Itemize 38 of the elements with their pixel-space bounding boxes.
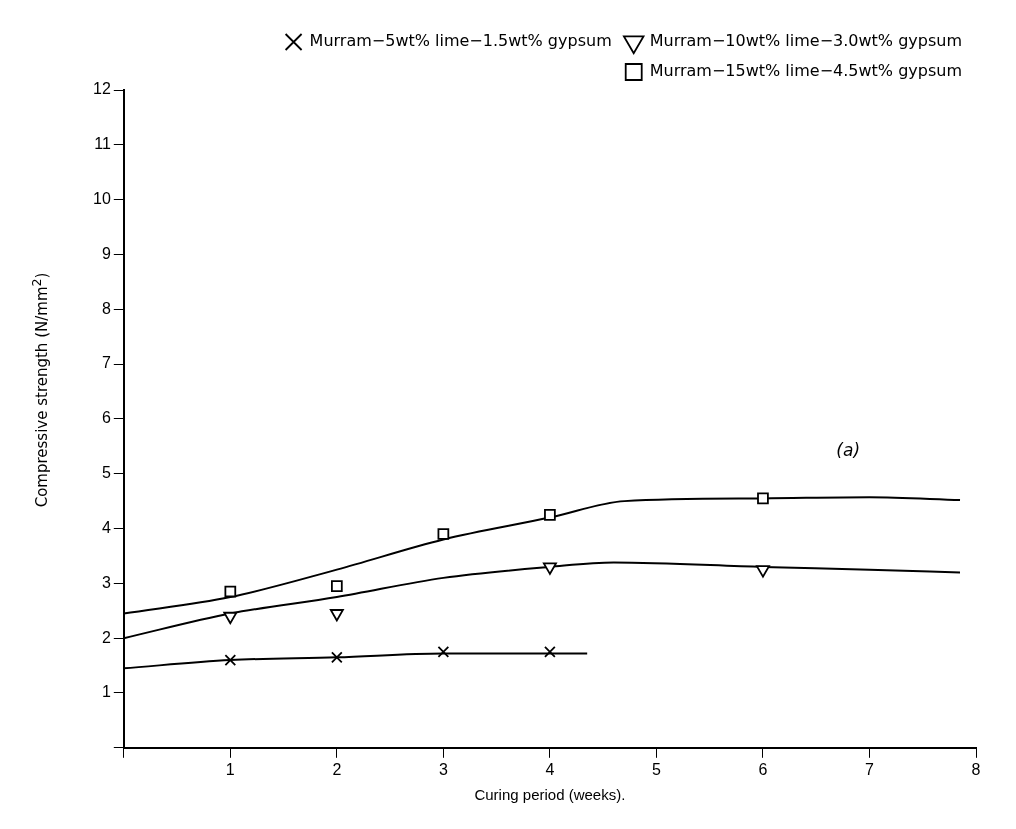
y-tick-label: 8 — [101, 299, 111, 317]
x-tick-label: 7 — [865, 760, 875, 778]
point — [223, 611, 238, 625]
x-tick-label: 6 — [758, 760, 768, 778]
point — [544, 508, 556, 521]
y-tick-label: 3 — [101, 573, 111, 591]
point — [224, 585, 237, 598]
point — [329, 609, 344, 622]
y-tick-label: 10 — [93, 190, 111, 208]
legend-label: Murram−15wt% lime−4.5wt% gypsum — [649, 61, 963, 81]
x-tick-label: 2 — [332, 760, 342, 778]
y-tick-label: 5 — [101, 464, 111, 482]
point — [755, 565, 770, 578]
x-tick-label: 8 — [971, 760, 981, 778]
point — [224, 654, 237, 666]
y-tick-label: 11 — [94, 135, 111, 153]
y-tick-label: 1 — [101, 683, 111, 701]
x-tick-label: 3 — [438, 760, 448, 778]
y-tick-label: 2 — [101, 628, 111, 646]
point — [544, 646, 556, 658]
point — [331, 580, 343, 592]
legend-label: Murram−5wt% lime−1.5wt% gypsum — [309, 31, 612, 51]
y-tick-label: 6 — [101, 409, 111, 427]
y-tick-label: 4 — [101, 518, 111, 536]
point — [542, 562, 557, 575]
point — [331, 651, 343, 664]
y-tick-label: 9 — [101, 244, 111, 262]
y-tick-label: 7 — [101, 354, 111, 372]
x-tick-label: 5 — [651, 760, 661, 778]
annotation: (a) — [836, 440, 861, 461]
point — [757, 492, 769, 505]
x-tick-label: 1 — [225, 760, 235, 778]
legend-label: Murram−10wt% lime−3.0wt% gypsum — [649, 31, 963, 51]
y-tick-label: 12 — [93, 80, 111, 98]
point — [437, 646, 450, 658]
point — [437, 528, 450, 540]
x-axis-title: Curing period (weeks). — [474, 786, 626, 804]
x-tick-label: 4 — [545, 760, 555, 778]
